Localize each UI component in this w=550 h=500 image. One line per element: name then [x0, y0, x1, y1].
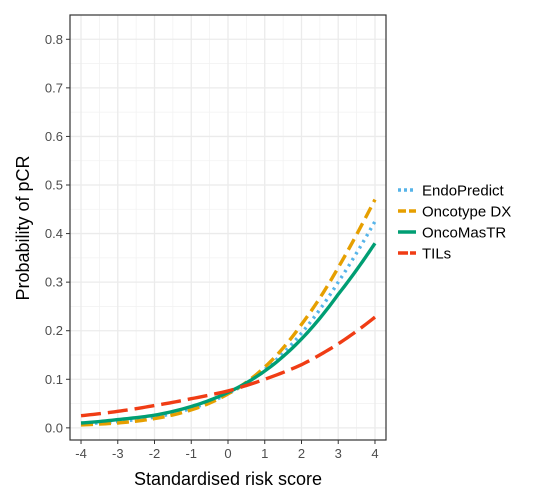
x-tick-label: 1	[261, 446, 268, 461]
y-tick-label: 0.1	[45, 372, 63, 387]
y-axis-ticks: 0.0 0.1 0.2 0.3 0.4 0.5 0.6 0.7 0.8	[45, 32, 70, 435]
series-line-tils	[80, 315, 377, 418]
y-tick-label: 0.5	[45, 178, 63, 193]
x-axis-ticks: -4 -3 -2 -1 0 1 2 3 4	[75, 440, 379, 461]
x-tick-label: -2	[149, 446, 161, 461]
y-tick-label: 0.0	[45, 420, 63, 435]
y-tick-label: 0.3	[45, 275, 63, 290]
y-tick-label: 0.8	[45, 32, 63, 47]
y-tick-label: 0.6	[45, 129, 63, 144]
y-tick-label: 0.4	[45, 226, 63, 241]
legend-label: OncoMasTR	[422, 225, 506, 242]
grid-major	[70, 15, 386, 440]
x-tick-label: 0	[224, 446, 231, 461]
x-tick-label: -3	[112, 446, 124, 461]
series-layer	[80, 198, 377, 427]
legend-label: EndoPredict	[422, 183, 505, 200]
legend-label: TILs	[422, 246, 451, 263]
x-tick-label: -1	[185, 446, 197, 461]
x-tick-label: 4	[371, 446, 378, 461]
y-axis-title: Probability of pCR	[13, 155, 33, 300]
x-tick-label: -4	[75, 446, 87, 461]
x-tick-label: 2	[298, 446, 305, 461]
y-tick-label: 0.2	[45, 323, 63, 338]
series-line-endopredict	[80, 220, 377, 426]
legend-label: Oncotype DX	[422, 204, 511, 221]
y-tick-label: 0.7	[45, 80, 63, 95]
x-tick-label: 3	[335, 446, 342, 461]
legend: EndoPredict Oncotype DX OncoMasTR TILs	[398, 183, 511, 263]
x-axis-title: Standardised risk score	[134, 469, 322, 489]
